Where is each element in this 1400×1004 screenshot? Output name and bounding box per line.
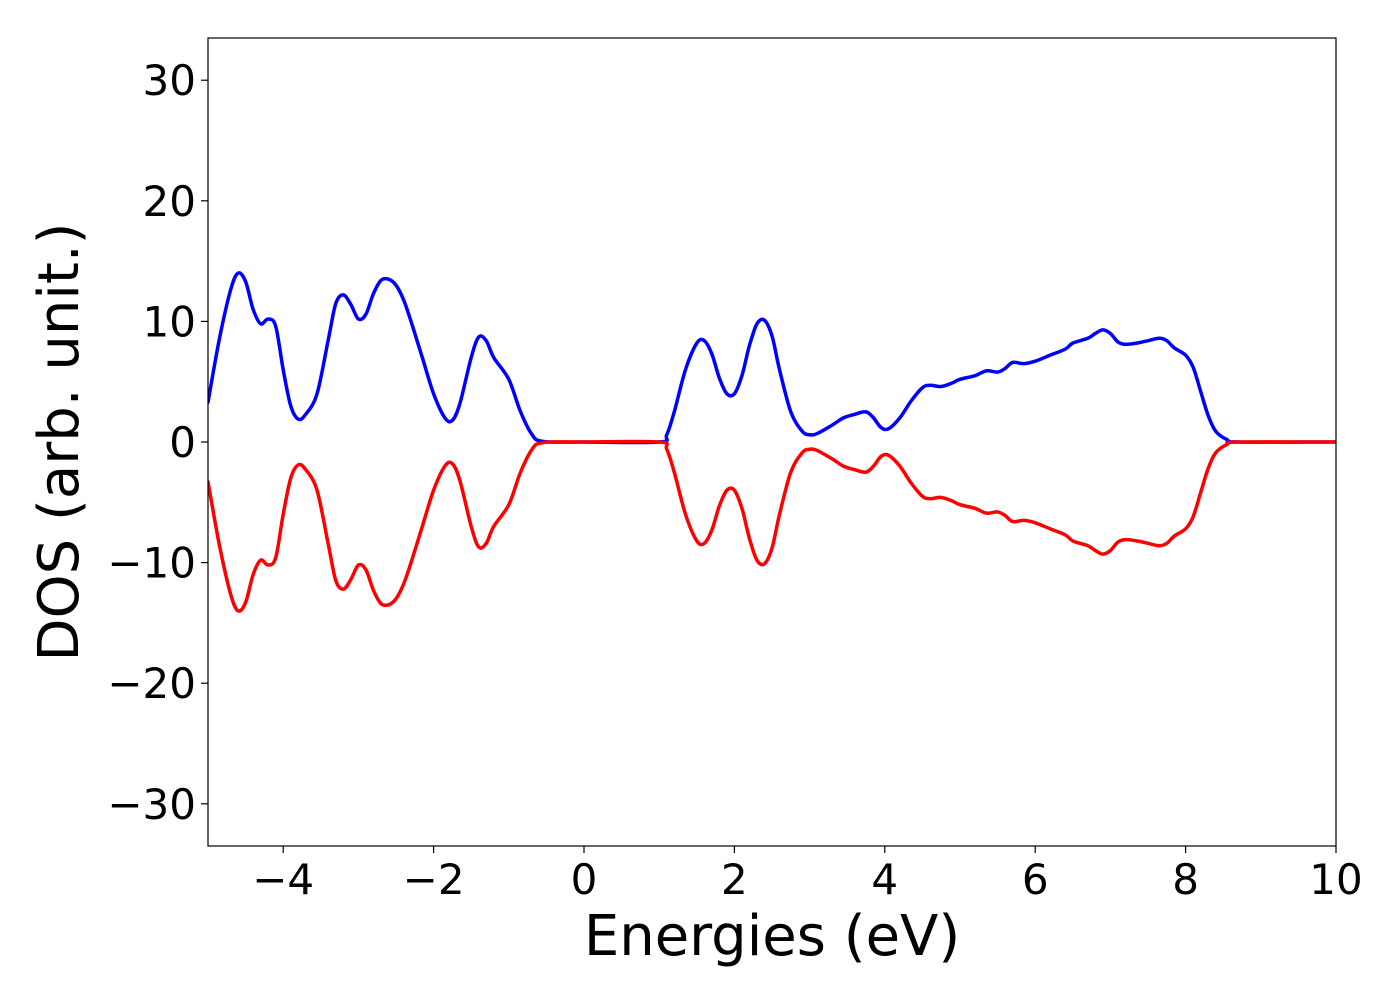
x-tick-label: 10 (1309, 855, 1362, 904)
series-line-1 (208, 271, 1336, 445)
y-tick-label: 20 (143, 177, 196, 226)
y-axis-title: DOS (arb. unit.) (27, 222, 92, 661)
x-tick-label: −2 (403, 855, 465, 904)
y-tick-label: 0 (169, 418, 196, 467)
y-tick-label: 10 (143, 297, 196, 346)
y-tick-label: −20 (107, 659, 196, 708)
y-axis-ticks: 30 20 10 0 −10 −20 −30 (107, 56, 208, 829)
x-tick-label: 4 (871, 855, 898, 904)
y-tick-label: −30 (107, 780, 196, 829)
x-axis-title: Energies (eV) (584, 904, 960, 969)
x-tick-label: 2 (721, 855, 748, 904)
series-line-2 (208, 439, 1336, 613)
plot-background (208, 38, 1336, 846)
x-tick-label: −4 (252, 855, 314, 904)
y-tick-label: −10 (107, 539, 196, 588)
series-layer (208, 271, 1336, 613)
x-tick-label: 0 (571, 855, 598, 904)
x-tick-label: 6 (1022, 855, 1049, 904)
x-tick-label: 8 (1172, 855, 1199, 904)
x-axis-ticks: −4 −2 0 2 4 6 8 10 (252, 846, 1363, 904)
y-tick-label: 30 (143, 56, 196, 105)
